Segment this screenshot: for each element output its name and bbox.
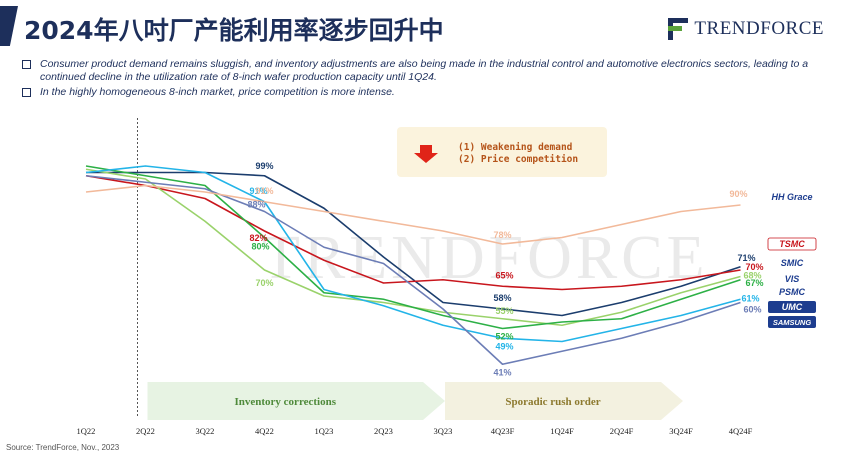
- legend-badge: [767, 237, 817, 251]
- data-label: 55%: [495, 306, 513, 316]
- legend-badge: [768, 301, 816, 313]
- x-tick-label: 3Q22: [196, 426, 215, 436]
- legend-label: SAMSUNG: [773, 318, 812, 327]
- source-note: Source: TrendForce, Nov., 2023: [6, 443, 120, 452]
- series-line: [85, 174, 741, 366]
- data-label: 91%: [249, 186, 267, 196]
- callout-line: (1) Weakening demand: [458, 142, 573, 153]
- callout-background: [397, 127, 607, 177]
- legend-label: VIS: [785, 274, 800, 284]
- data-label: 49%: [495, 341, 513, 351]
- x-tick-label: 1Q22: [77, 426, 96, 436]
- x-tick-label: 1Q23: [315, 426, 334, 436]
- x-tick-label: 2Q22: [136, 426, 155, 436]
- series-line: [85, 174, 741, 291]
- data-label: 80%: [251, 242, 269, 252]
- series-lines: [85, 165, 741, 366]
- trendforce-logo: TRENDFORCE: [668, 17, 824, 41]
- legend-label: HH Grace: [771, 192, 812, 202]
- x-tick-label: 2Q23: [374, 426, 393, 436]
- data-label: 67%: [745, 278, 763, 288]
- watermark-text: TRENDFORCE: [262, 224, 708, 292]
- x-tick-label: 3Q24F: [669, 426, 693, 436]
- checkbox-bullet-icon: [22, 60, 31, 69]
- bullet-item: Consumer product demand remains sluggish…: [22, 58, 842, 84]
- bullet-list: Consumer product demand remains sluggish…: [22, 58, 842, 101]
- bullet-item: In the highly homogeneous 8-inch market,…: [22, 86, 842, 99]
- data-label: 91%: [255, 186, 273, 196]
- data-label: 99%: [255, 161, 273, 171]
- legend-badge: [768, 257, 816, 269]
- x-tick-label: 3Q23: [434, 426, 453, 436]
- data-label: 71%: [737, 253, 755, 263]
- data-label: 82%: [249, 233, 267, 243]
- data-label: 41%: [493, 367, 511, 377]
- x-tick-label: 4Q24F: [729, 426, 753, 436]
- callout-line: (2) Price competition: [458, 154, 578, 165]
- series-line: [86, 171, 741, 317]
- series-line: [85, 165, 741, 343]
- series-line: [85, 184, 741, 245]
- watermark: TRENDFORCE: [262, 224, 708, 292]
- x-tick-label: 2Q24F: [610, 426, 634, 436]
- title-bar: 2024年八吋厂产能利用率逐步回升中 TRENDFORCE: [0, 0, 864, 50]
- legend: TSMC SMIC VIS PSMC UMC SAMSUNG HH Grace: [767, 191, 817, 328]
- legend-label: SMIC: [781, 258, 804, 268]
- phase-label: Sporadic rush order: [505, 396, 600, 408]
- x-tick-label: 1Q24F: [550, 426, 574, 436]
- data-label: 78%: [493, 230, 511, 240]
- data-label: 68%: [743, 271, 761, 281]
- data-label: 90%: [729, 189, 747, 199]
- bullet-text: In the highly homogeneous 8-inch market,…: [40, 86, 395, 98]
- page-title: 2024年八吋厂产能利用率逐步回升中: [24, 16, 444, 45]
- phase-arrow: [147, 382, 445, 420]
- legend-label: UMC: [782, 302, 803, 312]
- data-label: 58%: [493, 293, 511, 303]
- callout-box: (1) Weakening demand(2) Price competitio…: [397, 127, 607, 177]
- data-label: 70%: [255, 278, 273, 288]
- data-label: 52%: [495, 332, 513, 342]
- x-tick-label: 4Q22: [255, 426, 274, 436]
- utilization-line-chart: TRENDFORCE Inventory corrections Sporadic…: [77, 118, 817, 436]
- data-label: 88%: [247, 200, 265, 210]
- legend-badge: [768, 316, 816, 328]
- phase-arrow: [445, 382, 683, 420]
- legend-label: PSMC: [779, 287, 806, 297]
- data-label: 60%: [743, 305, 761, 315]
- legend-label: TSMC: [779, 239, 805, 249]
- legend-badge: [768, 286, 816, 298]
- down-arrow-icon: [414, 145, 438, 163]
- checkbox-bullet-icon: [22, 88, 31, 97]
- legend-badge: [768, 273, 816, 285]
- bullet-text: Consumer product demand remains sluggish…: [40, 58, 809, 83]
- legend-badge: [768, 191, 816, 203]
- phase-arrows: Inventory corrections Sporadic rush order: [147, 382, 683, 420]
- data-label: 70%: [745, 262, 763, 272]
- phase-label: Inventory corrections: [234, 396, 336, 408]
- trendforce-logo-text: TRENDFORCE: [694, 18, 824, 39]
- series-line: [85, 165, 741, 330]
- data-label: 61%: [741, 293, 759, 303]
- data-label: 65%: [495, 270, 513, 280]
- x-axis: 1Q22 2Q22 3Q22 4Q22 1Q23 2Q23 3Q23 4Q23F 1Q24F 2Q…: [77, 426, 753, 436]
- x-tick-label: 4Q23F: [491, 426, 515, 436]
- trendforce-logo-icon: [668, 18, 689, 40]
- title-accent: [0, 6, 18, 46]
- data-labels: 99% 58% 71% 82% 65% 70% 70% 55% 68% 80% 52% 67% 91% 4…: [247, 161, 763, 378]
